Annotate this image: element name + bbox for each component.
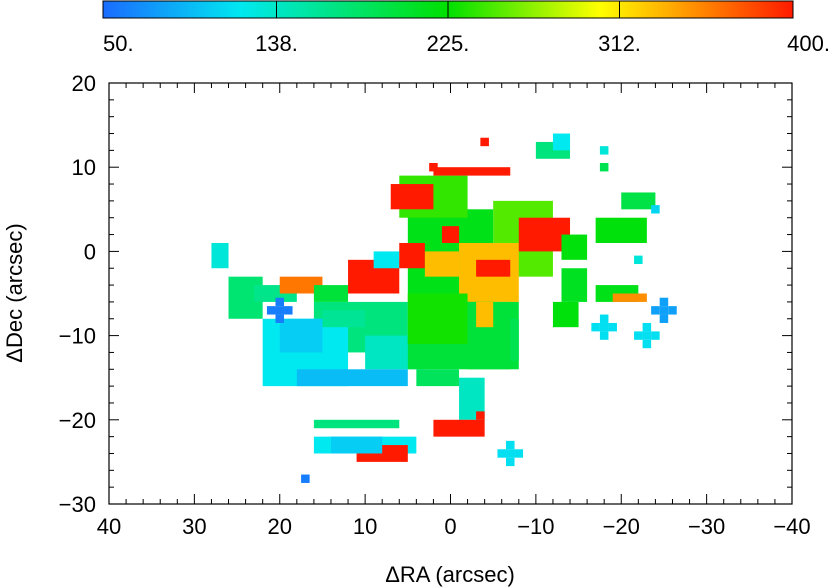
heatmap-region [373,251,400,269]
heatmap-region [322,310,366,328]
heatmap-pixel [301,474,310,483]
heatmap-pixel [599,322,609,332]
heatmap-pixel [505,440,515,450]
colorbar-tick-label: 400. [787,31,830,56]
heatmap-pixel [275,306,285,315]
heatmap-region [552,301,579,328]
heatmap-region [424,251,460,277]
heatmap-pixel [599,146,609,155]
heatmap-pixel [514,449,524,458]
x-tick-label: −40 [773,514,810,539]
x-tick-label: −20 [603,514,640,539]
heatmap-pixel [634,331,643,340]
heatmap-pixel [505,449,515,458]
colorbar-tick-label: 138. [255,31,298,56]
heatmap-region [390,184,434,210]
heatmap-region [595,217,647,243]
x-tick-label: 10 [353,514,377,539]
x-tick-label: 40 [97,514,121,539]
heatmap-pixel [659,314,669,323]
y-tick-label: −10 [59,324,96,349]
heatmap-region [279,318,323,353]
heatmap-region [313,285,349,302]
y-tick-label: −20 [59,408,96,433]
heatmap-pixel [429,162,438,172]
heatmap-region [330,436,383,454]
heatmap-pixel [275,314,285,323]
y-tick-label: 10 [72,155,96,180]
heatmap-region [552,133,571,151]
x-tick-label: −10 [517,514,554,539]
heatmap-region [433,419,485,437]
heatmap-pixel [591,322,600,332]
x-tick-label: 20 [268,514,292,539]
heatmap-pixel [497,449,506,458]
heatmap-region [441,226,460,243]
heatmap-pixel [634,255,643,265]
heatmap-pixel [659,306,669,315]
heatmap-pixel [642,339,652,349]
heatmap-cells [211,133,677,483]
heatmap-pixel [651,306,660,315]
y-tick-label: 0 [84,239,96,264]
heatmap-region [561,234,588,260]
colorbar-tick-label: 312. [598,31,641,56]
heatmap-pixel [642,322,652,332]
y-tick-label: 20 [72,71,96,96]
axis-ticks: 40 30 20 10 0 −10 −20 −30 −40 20 10 0 −10 −20 −30 [59,71,811,539]
heatmap-region [476,259,511,277]
heatmap-pixel [505,457,515,467]
heatmap-region [407,293,468,345]
heatmap-pixel [651,331,660,340]
colorbar-ticks: 50. 138. 225. 312. 400. [102,1,830,56]
x-tick-label: 0 [444,514,456,539]
heatmap-region [211,242,229,269]
heatmap-pixel [599,162,609,172]
heatmap-pixel [668,306,677,315]
heatmap-pixel [599,314,609,323]
heatmap-pixel [642,331,652,340]
heatmap-region [296,369,408,387]
heatmap-region [561,268,588,302]
x-tick-label: −30 [688,514,725,539]
y-tick-label: −30 [59,492,96,517]
colorbar: 50. 138. 225. 312. 400. [102,0,830,56]
heatmap-pixel [275,297,285,307]
heatmap-pixel [284,306,293,315]
x-axis-label: ΔRA (arcsec) [385,562,515,587]
heatmap-region [399,242,425,269]
heatmap-pixel [608,322,617,332]
x-tick-label: 30 [182,514,206,539]
heatmap-region [279,276,323,294]
colorbar-tick-label: 225. [427,31,470,56]
heatmap-region [476,301,494,328]
colorbar-tick-label: 50. [103,31,134,56]
heatmap-region [433,167,511,176]
heatmap-pixel [480,137,489,147]
heatmap-pixel [651,205,660,214]
heatmap-region [612,293,647,302]
heatmap-pixel [599,331,609,340]
heatmap-region [510,318,519,361]
heatmap-pixel [659,297,669,307]
heatmap-region [313,419,400,429]
heatmap-pixel [266,306,276,315]
heatmap-region [416,369,460,387]
heatmap-region [621,192,656,210]
heatmap-region [476,411,485,420]
y-axis-label: ΔDec (arcsec) [2,223,27,362]
